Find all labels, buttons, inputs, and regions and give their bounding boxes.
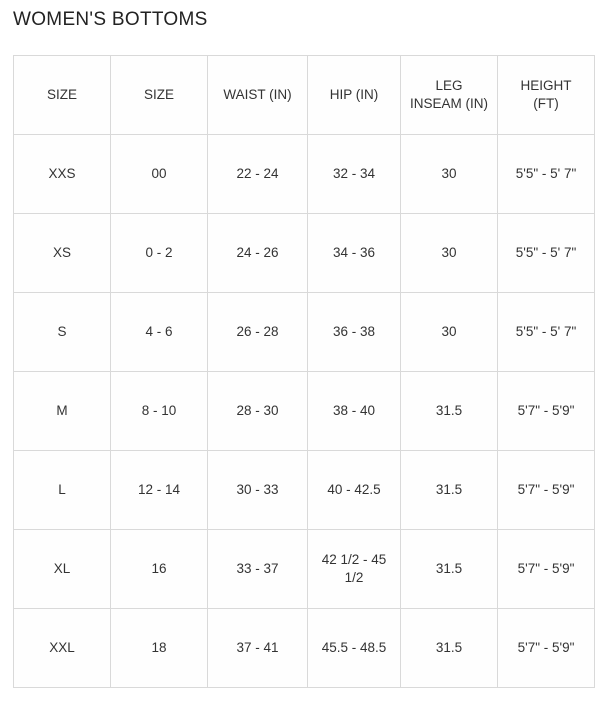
cell-leg-inseam-in: 31.5: [400, 608, 498, 688]
cell-hip-in: 42 1/2 - 45 1/2: [307, 529, 401, 609]
cell-height-ft: 5'7" - 5'9": [497, 450, 595, 530]
cell-waist-in: 33 - 37: [207, 529, 308, 609]
cell-leg-inseam-in: 30: [400, 292, 498, 372]
cell-leg-inseam-in: 31.5: [400, 529, 498, 609]
cell-size-numeric: 18: [110, 608, 208, 688]
cell-size-alpha: XXL: [13, 608, 111, 688]
cell-height-ft: 5'5" - 5' 7": [497, 134, 595, 214]
cell-size-numeric: 4 - 6: [110, 292, 208, 372]
page: WOMEN'S BOTTOMS SIZE SIZE WAIST (IN) HIP…: [0, 9, 608, 688]
col-header-waist-in: WAIST (IN): [207, 55, 308, 135]
page-title: WOMEN'S BOTTOMS: [13, 9, 208, 30]
cell-height-ft: 5'7" - 5'9": [497, 371, 595, 451]
cell-height-ft: 5'7" - 5'9": [497, 529, 595, 609]
cell-size-numeric: 8 - 10: [110, 371, 208, 451]
cell-size-numeric: 00: [110, 134, 208, 214]
cell-waist-in: 24 - 26: [207, 213, 308, 293]
cell-size-numeric: 0 - 2: [110, 213, 208, 293]
table-row: XXS 00 22 - 24 32 - 34 30 5'5" - 5' 7": [13, 134, 595, 214]
cell-height-ft: 5'5" - 5' 7": [497, 292, 595, 372]
cell-waist-in: 28 - 30: [207, 371, 308, 451]
cell-waist-in: 26 - 28: [207, 292, 308, 372]
cell-size-numeric: 16: [110, 529, 208, 609]
col-header-size-alpha: SIZE: [13, 55, 111, 135]
cell-hip-in: 40 - 42.5: [307, 450, 401, 530]
cell-waist-in: 37 - 41: [207, 608, 308, 688]
col-header-size-numeric: SIZE: [110, 55, 208, 135]
table-row: XS 0 - 2 24 - 26 34 - 36 30 5'5" - 5' 7": [13, 213, 595, 293]
cell-leg-inseam-in: 30: [400, 134, 498, 214]
col-header-hip-in: HIP (IN): [307, 55, 401, 135]
size-chart-table: SIZE SIZE WAIST (IN) HIP (IN) LEG INSEAM…: [13, 55, 595, 688]
cell-size-numeric: 12 - 14: [110, 450, 208, 530]
cell-size-alpha: XL: [13, 529, 111, 609]
cell-leg-inseam-in: 30: [400, 213, 498, 293]
table-row: XL 16 33 - 37 42 1/2 - 45 1/2 31.5 5'7" - 5'9…: [13, 529, 595, 609]
cell-hip-in: 45.5 - 48.5: [307, 608, 401, 688]
cell-size-alpha: XS: [13, 213, 111, 293]
table-row: XXL 18 37 - 41 45.5 - 48.5 31.5 5'7" - 5'9": [13, 608, 595, 688]
cell-size-alpha: L: [13, 450, 111, 530]
cell-leg-inseam-in: 31.5: [400, 371, 498, 451]
cell-waist-in: 22 - 24: [207, 134, 308, 214]
col-header-height-ft: HEIGHT (FT): [497, 55, 595, 135]
cell-waist-in: 30 - 33: [207, 450, 308, 530]
cell-hip-in: 32 - 34: [307, 134, 401, 214]
header-row: SIZE SIZE WAIST (IN) HIP (IN) LEG INSEAM…: [13, 55, 595, 135]
table-row: L 12 - 14 30 - 33 40 - 42.5 31.5 5'7" - 5'9": [13, 450, 595, 530]
cell-size-alpha: XXS: [13, 134, 111, 214]
cell-height-ft: 5'7" - 5'9": [497, 608, 595, 688]
col-header-leg-inseam-in: LEG INSEAM (IN): [400, 55, 498, 135]
cell-hip-in: 36 - 38: [307, 292, 401, 372]
cell-hip-in: 34 - 36: [307, 213, 401, 293]
size-chart-body: XXS 00 22 - 24 32 - 34 30 5'5" - 5' 7" XS 0 - 2…: [13, 134, 595, 688]
cell-size-alpha: M: [13, 371, 111, 451]
cell-leg-inseam-in: 31.5: [400, 450, 498, 530]
cell-height-ft: 5'5" - 5' 7": [497, 213, 595, 293]
cell-hip-in: 38 - 40: [307, 371, 401, 451]
cell-size-alpha: S: [13, 292, 111, 372]
